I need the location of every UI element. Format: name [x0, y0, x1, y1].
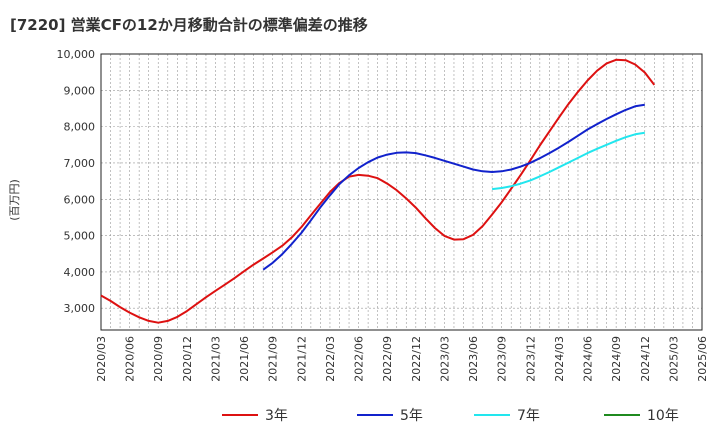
x-tick-label: 2024/09 — [610, 336, 623, 382]
x-tick-label: 2020/12 — [181, 336, 194, 382]
x-tick-label: 2025/06 — [696, 336, 709, 382]
series-line-3年 — [100, 58, 656, 324]
y-tick-label: 5,000 — [64, 230, 96, 243]
y-tick-label: 8,000 — [64, 121, 96, 134]
x-tick-label: 2023/12 — [524, 336, 537, 382]
x-tick-label: 2020/06 — [124, 336, 137, 382]
plot-frame — [100, 53, 703, 331]
chart-title: [7220] 営業CFの12か月移動合計の標準偏差の推移 — [10, 16, 368, 34]
x-tick-labels: 2020/03 2020/06 2020/09 2020/12 2021/03 2021/… — [95, 336, 709, 382]
x-tick-label: 2024/06 — [582, 336, 595, 382]
series-line-7年 — [491, 131, 645, 191]
y-tick-label: 4,000 — [64, 266, 96, 279]
y-axis-label: (百万円) — [8, 179, 21, 221]
y-tick-label: 10,000 — [57, 48, 96, 61]
x-tick-label: 2022/06 — [353, 336, 366, 382]
legend-label: 10年 — [647, 408, 679, 424]
x-tick-label: 2022/12 — [410, 336, 423, 382]
x-tick-label: 2025/03 — [667, 336, 680, 382]
x-tick-label: 2021/03 — [209, 336, 222, 382]
series-line-5年 — [262, 103, 645, 271]
y-tick-label: 3,000 — [64, 302, 96, 315]
y-tick-label: 9,000 — [64, 84, 96, 97]
y-tick-labels: 3,000 4,000 5,000 6,000 7,000 8,000 9,000 10,00… — [57, 48, 96, 315]
plot-border — [100, 53, 703, 331]
x-tick-label: 2023/06 — [467, 336, 480, 382]
x-tick-label: 2021/06 — [238, 336, 251, 382]
x-tick-label: 2023/09 — [496, 336, 509, 382]
y-tick-label: 6,000 — [64, 193, 96, 206]
x-tick-label: 2024/03 — [553, 336, 566, 382]
y-tick-label: 7,000 — [64, 157, 96, 170]
legend: 3年 5年 7年 10年 — [222, 408, 679, 424]
legend-label: 7年 — [517, 408, 540, 424]
x-tick-label: 2021/12 — [295, 336, 308, 382]
x-tick-label: 2022/03 — [324, 336, 337, 382]
x-tick-label: 2022/09 — [381, 336, 394, 382]
plot-area — [100, 53, 703, 331]
x-tick-label: 2021/09 — [267, 336, 280, 382]
legend-label: 3年 — [265, 408, 288, 424]
legend-label: 5年 — [400, 408, 423, 424]
x-tick-label: 2023/03 — [438, 336, 451, 382]
series-layer — [100, 58, 656, 324]
x-tick-label: 2020/09 — [152, 336, 165, 382]
x-tick-label: 2024/12 — [639, 336, 652, 382]
x-tick-label: 2020/03 — [95, 336, 108, 382]
